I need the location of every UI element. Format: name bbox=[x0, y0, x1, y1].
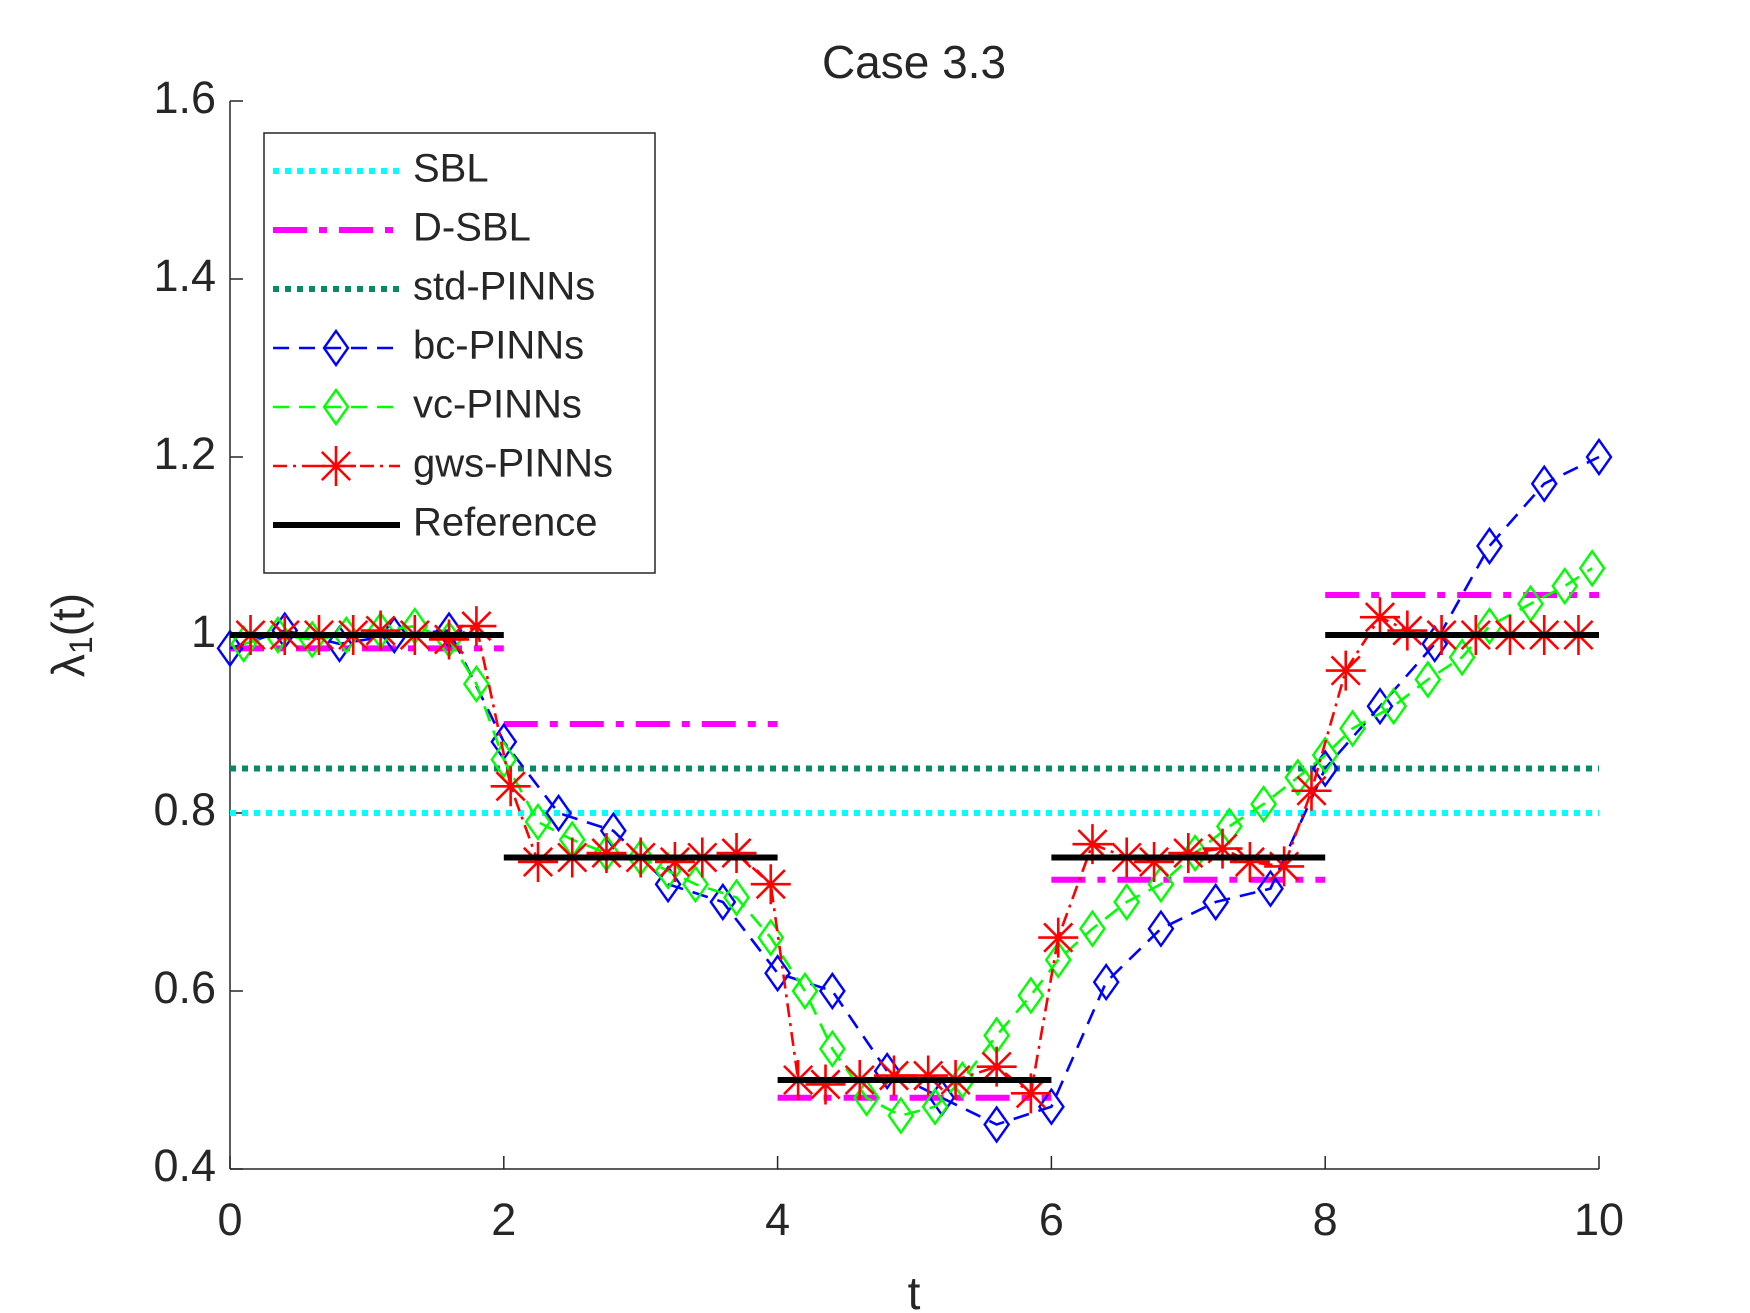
marker bbox=[456, 606, 497, 647]
legend-label: SBL bbox=[413, 147, 489, 191]
marker bbox=[791, 971, 819, 1011]
y-tick-label: 1.4 bbox=[153, 250, 216, 301]
marker bbox=[1038, 917, 1079, 958]
marker bbox=[1250, 785, 1278, 824]
marker bbox=[1578, 549, 1606, 588]
marker bbox=[750, 864, 791, 905]
marker bbox=[1325, 650, 1366, 691]
marker bbox=[1256, 869, 1284, 908]
marker bbox=[709, 882, 737, 922]
marker bbox=[490, 740, 518, 779]
marker bbox=[976, 1046, 1017, 1087]
marker bbox=[1202, 828, 1243, 869]
marker bbox=[1448, 638, 1476, 677]
marker bbox=[818, 971, 846, 1011]
series-line bbox=[230, 632, 1599, 1083]
marker bbox=[1359, 597, 1400, 638]
marker bbox=[1010, 1073, 1051, 1114]
x-tick-label: 8 bbox=[1313, 1194, 1338, 1245]
legend: SBL D-SBL std-PINNs bc-PINNs vc-PINNs gws-PIN… bbox=[263, 132, 656, 574]
x-tick-label: 0 bbox=[217, 1194, 242, 1245]
chart-title: Case 3.3 bbox=[822, 36, 1006, 88]
legend-marker bbox=[316, 446, 356, 486]
marker bbox=[921, 1087, 949, 1126]
marker bbox=[818, 1029, 846, 1068]
marker bbox=[1072, 824, 1113, 865]
marker bbox=[216, 629, 244, 668]
marker bbox=[723, 878, 750, 917]
marker bbox=[1284, 758, 1312, 797]
legend-label: D-SBL bbox=[413, 206, 531, 250]
marker bbox=[873, 1055, 914, 1096]
y-tick-label: 0.6 bbox=[153, 962, 216, 1013]
marker bbox=[1134, 841, 1175, 882]
marker bbox=[1339, 709, 1367, 748]
marker bbox=[1476, 607, 1503, 646]
x-tick-label: 6 bbox=[1039, 1194, 1064, 1245]
marker bbox=[1147, 909, 1175, 948]
series-line bbox=[250, 615, 1579, 1096]
marker bbox=[586, 833, 627, 874]
legend-marker bbox=[322, 387, 350, 427]
marker bbox=[429, 619, 470, 660]
marker bbox=[1044, 940, 1072, 979]
marker bbox=[1530, 464, 1558, 503]
marker bbox=[1229, 841, 1270, 882]
x-tick-label: 10 bbox=[1574, 1194, 1624, 1245]
y-tick-label: 1.6 bbox=[153, 72, 216, 123]
marker bbox=[524, 802, 552, 841]
marker bbox=[1366, 687, 1394, 726]
plot-area bbox=[216, 437, 1613, 1144]
marker bbox=[764, 954, 792, 993]
marker bbox=[1168, 833, 1209, 874]
marker bbox=[1291, 770, 1332, 811]
marker bbox=[1202, 882, 1230, 922]
marker bbox=[490, 766, 531, 807]
y-tick-label: 1.2 bbox=[153, 428, 216, 479]
legend-label: bc-PINNs bbox=[413, 324, 584, 368]
marker bbox=[518, 841, 559, 882]
legend-label: Reference bbox=[413, 501, 598, 545]
marker bbox=[1311, 736, 1339, 775]
marker bbox=[1264, 846, 1305, 887]
y-tick-label: 0.4 bbox=[153, 1140, 216, 1191]
marker bbox=[757, 918, 785, 957]
marker bbox=[1113, 882, 1141, 922]
y-axis-label: λ1(t) bbox=[42, 593, 99, 677]
marker bbox=[360, 610, 401, 651]
marker bbox=[1387, 610, 1428, 651]
marker bbox=[681, 865, 709, 904]
legend-marker bbox=[322, 328, 350, 368]
marker bbox=[1079, 909, 1106, 948]
marker bbox=[1414, 660, 1442, 699]
marker bbox=[654, 841, 695, 882]
marker bbox=[716, 833, 757, 874]
x-axis-label: t bbox=[908, 1267, 921, 1313]
marker bbox=[908, 1055, 949, 1096]
marker bbox=[805, 1064, 846, 1105]
legend-label: gws-PINNs bbox=[413, 442, 613, 486]
legend-box bbox=[263, 132, 656, 574]
marker bbox=[545, 793, 573, 833]
x-tick-label: 2 bbox=[491, 1194, 516, 1245]
marker bbox=[1476, 526, 1503, 566]
x-tick-label: 4 bbox=[765, 1194, 790, 1245]
marker bbox=[887, 1096, 915, 1135]
marker bbox=[1585, 437, 1613, 477]
y-tick-label: 1 bbox=[191, 606, 216, 657]
legend-label: std-PINNs bbox=[413, 265, 595, 309]
marker bbox=[462, 664, 490, 704]
marker bbox=[1037, 1087, 1065, 1126]
marker bbox=[983, 1105, 1011, 1144]
legend-label: vc-PINNs bbox=[413, 383, 582, 427]
y-tick-label: 0.8 bbox=[153, 784, 216, 835]
marker bbox=[1551, 566, 1579, 606]
marker bbox=[1380, 687, 1408, 726]
marker bbox=[1017, 976, 1045, 1015]
series-line bbox=[243, 567, 1593, 1117]
marker bbox=[1092, 963, 1120, 1002]
